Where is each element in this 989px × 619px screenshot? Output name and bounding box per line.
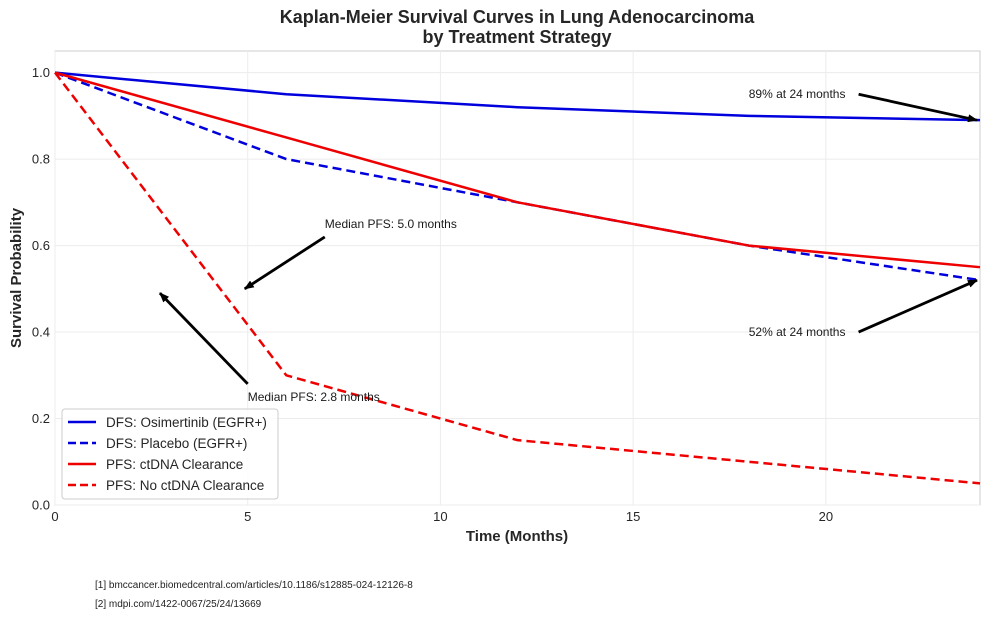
x-tick-label: 15 (626, 509, 640, 524)
annotation-arrow-4 (158, 292, 249, 385)
annotation-text-4: Median PFS: 2.8 months (248, 390, 380, 404)
series-line-1 (54, 71, 981, 122)
chart-title-line1: Kaplan-Meier Survival Curves in Lung Ade… (280, 7, 755, 27)
series-line-4 (54, 71, 981, 485)
annotation-arrow-2 (858, 278, 978, 334)
legend: DFS: Osimertinib (EGFR+) DFS: Placebo (EG… (61, 408, 279, 500)
x-tick-label: 5 (244, 509, 251, 524)
y-tick-label: 0.6 (32, 238, 50, 253)
y-tick-label: 0.2 (32, 411, 50, 426)
legend-label-3: PFS: ctDNA Clearance (106, 457, 243, 472)
y-tick-label: 0.8 (32, 152, 50, 167)
y-tick-label: 1.0 (32, 65, 50, 80)
annotation-arrow-3 (243, 235, 326, 290)
y-tick-label: 0.4 (32, 325, 50, 340)
x-axis-ticks: 0 5 10 15 20 (51, 509, 833, 524)
y-axis-ticks: 0.0 0.2 0.4 0.6 0.8 1.0 (32, 65, 50, 512)
reference-2: [2] mdpi.com/1422-0067/25/24/13669 (95, 599, 262, 610)
chart-title-line2: by Treatment Strategy (422, 27, 611, 47)
legend-label-2: DFS: Placebo (EGFR+) (106, 436, 247, 451)
legend-items: DFS: Osimertinib (EGFR+) DFS: Placebo (EG… (68, 415, 267, 493)
legend-label-1: DFS: Osimertinib (EGFR+) (106, 415, 267, 430)
annotation-text-3: Median PFS: 5.0 months (325, 217, 457, 231)
legend-label-4: PFS: No ctDNA Clearance (106, 478, 264, 493)
series-lines (54, 71, 981, 485)
series-line-3 (54, 71, 981, 269)
legend-box (61, 408, 279, 500)
y-tick-label: 0.0 (32, 498, 50, 513)
annotation-text-2: 52% at 24 months (749, 325, 846, 339)
x-axis-label: Time (Months) (466, 528, 568, 545)
annotation-arrow-1 (858, 92, 978, 123)
x-tick-label: 10 (433, 509, 447, 524)
annotations: 89% at 24 months 52% at 24 months Median P… (158, 87, 978, 404)
reference-1: [1] bmccancer.biomedcentral.com/articles… (95, 580, 413, 591)
x-tick-label: 0 (51, 509, 58, 524)
x-tick-label: 20 (819, 509, 833, 524)
annotation-text-1: 89% at 24 months (749, 87, 846, 101)
y-axis-label: Survival Probability (8, 207, 25, 348)
